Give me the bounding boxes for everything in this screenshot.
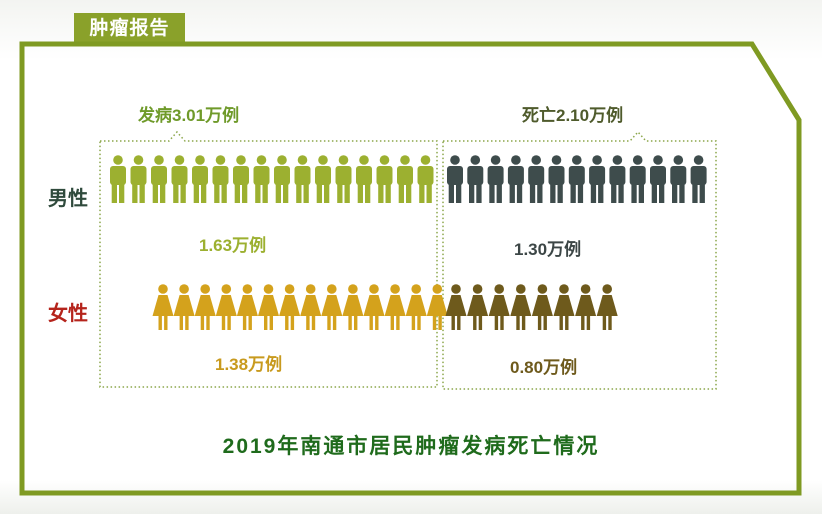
male-figure-icon	[589, 155, 606, 203]
male-figure-icon	[356, 155, 372, 203]
male-figure-icon	[568, 155, 585, 203]
female-figure-icon	[488, 284, 510, 330]
female-figure-icon	[152, 284, 174, 330]
female-figure-icon	[342, 284, 364, 330]
female-figure-icon	[553, 284, 575, 330]
female-death-value: 0.80万例	[510, 358, 578, 377]
female-figure-icon	[300, 284, 322, 330]
male-figure-icon	[192, 155, 208, 203]
female-figure-icon	[596, 284, 618, 330]
female-figure-icon	[426, 284, 448, 330]
female-figure-icon	[510, 284, 532, 330]
male-figure-icon	[609, 155, 626, 203]
male-figure-icon	[294, 155, 311, 203]
female-figure-icon	[194, 284, 216, 330]
male-death-value: 1.30万例	[514, 240, 582, 259]
female-figure-icon	[215, 284, 237, 330]
female-figure-icon	[173, 284, 195, 330]
female-incidence-value: 1.38万例	[215, 355, 283, 374]
female-figure-icon	[467, 284, 489, 330]
male-figure-icon	[130, 155, 147, 203]
male-figure-icon	[548, 155, 565, 203]
male-figure-icon	[397, 155, 413, 203]
chart-caption: 2019年南通市居民肿瘤发病死亡情况	[222, 435, 600, 458]
male-figure-icon	[171, 155, 188, 203]
male-figure-icon	[110, 155, 126, 203]
male-figure-icon	[417, 155, 434, 203]
female-figure-icon	[363, 284, 385, 330]
female-figure-icon	[279, 284, 301, 330]
female-figure-icon	[258, 284, 279, 330]
male-figure-icon	[670, 155, 687, 203]
male-figure-icon	[507, 155, 524, 203]
male-incidence-value: 1.63万例	[199, 236, 267, 255]
incidence-total-label: 发病3.01万例	[138, 106, 240, 125]
male-figure-icon	[447, 155, 463, 203]
male-figure-icon	[253, 155, 270, 203]
male-figure-icon	[212, 155, 229, 203]
report-tab: 肿瘤报告	[74, 13, 185, 43]
male-figure-icon	[233, 155, 249, 203]
male-death-figures	[447, 155, 707, 203]
female-figure-icon	[575, 284, 597, 330]
male-label: 男性	[48, 188, 88, 210]
male-figure-icon	[650, 155, 666, 203]
male-figure-icon	[151, 155, 167, 203]
male-incidence-figures	[110, 155, 434, 203]
male-figure-icon	[335, 155, 352, 203]
death-box	[442, 130, 717, 390]
male-figure-icon	[487, 155, 504, 203]
female-figure-icon	[445, 284, 467, 330]
female-figure-icon	[236, 284, 258, 330]
male-figure-icon	[376, 155, 393, 203]
male-figure-icon	[467, 155, 484, 203]
male-figure-icon	[629, 155, 646, 203]
death-total-label: 死亡2.10万例	[522, 106, 624, 125]
female-incidence-figures	[152, 284, 448, 330]
female-figure-icon	[405, 284, 427, 330]
female-figure-icon	[384, 284, 406, 330]
male-figure-icon	[528, 155, 545, 203]
female-death-figures	[445, 284, 618, 330]
female-figure-icon	[531, 284, 553, 330]
male-figure-icon	[315, 155, 331, 203]
male-figure-icon	[274, 155, 290, 203]
female-label: 女性	[48, 303, 88, 325]
female-figure-icon	[321, 284, 343, 330]
male-figure-icon	[690, 155, 707, 203]
